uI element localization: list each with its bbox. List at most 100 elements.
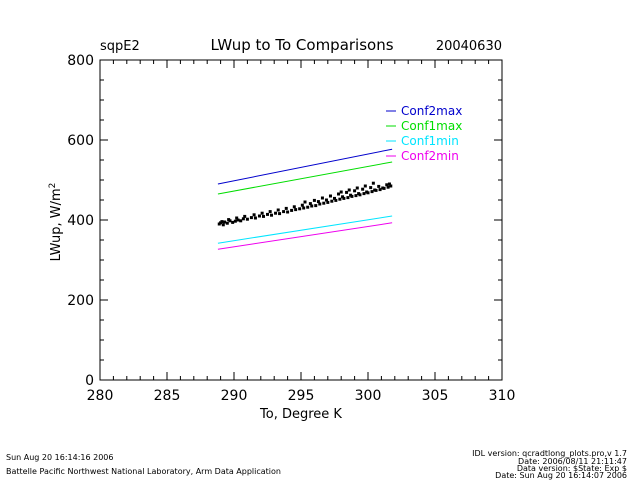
data-point — [266, 212, 269, 216]
data-point — [347, 188, 351, 192]
x-tick-label: 305 — [422, 388, 449, 404]
data-point — [290, 208, 294, 212]
data-point — [270, 213, 274, 217]
footer-data-version: Data version: $State: Exp $ — [517, 464, 627, 473]
data-point — [252, 213, 256, 217]
y-tick-label: 0 — [85, 373, 94, 389]
observed-points — [217, 181, 393, 227]
site-label: sqpE2 — [100, 39, 140, 54]
data-point — [378, 188, 382, 192]
data-point — [318, 202, 322, 206]
data-point — [310, 204, 314, 208]
data-point — [227, 218, 231, 222]
y-tick-label: 400 — [67, 213, 94, 229]
data-point — [284, 206, 288, 210]
data-point — [302, 206, 306, 210]
axes: 280 285 290 295 300 305 310 0 200 400 600 800 — [67, 53, 515, 404]
data-point — [282, 210, 286, 214]
data-point — [294, 208, 298, 212]
data-point — [370, 190, 374, 194]
data-point — [354, 194, 358, 198]
data-point — [257, 214, 261, 218]
data-point — [320, 196, 324, 200]
data-point — [312, 198, 316, 202]
data-point — [346, 196, 350, 200]
y-axis-label-group: LWup, W/m2 — [48, 183, 64, 262]
y-tick-label: 600 — [67, 133, 94, 149]
data-point — [306, 205, 310, 209]
data-point — [342, 196, 346, 200]
data-point — [330, 199, 334, 203]
legend-label-conf1min: Conf1min — [401, 134, 459, 148]
confidence-lines — [217, 148, 393, 250]
data-point — [334, 198, 338, 202]
x-tick-label: 310 — [489, 388, 516, 404]
data-point — [225, 221, 229, 225]
data-point — [373, 188, 377, 192]
legend-label-conf2max: Conf2max — [401, 104, 462, 118]
data-point — [365, 190, 369, 194]
data-point — [362, 192, 366, 196]
chart-title: LWup to To Comparisons — [210, 36, 393, 54]
data-point — [278, 212, 282, 216]
x-tick-label: 300 — [355, 388, 382, 404]
data-point — [357, 192, 361, 196]
line-conf1min — [217, 215, 393, 244]
data-point — [303, 200, 307, 204]
data-point — [233, 219, 237, 223]
data-point — [241, 217, 245, 221]
data-point — [361, 187, 365, 191]
data-point — [300, 203, 304, 207]
data-point — [245, 217, 249, 221]
data-point — [298, 207, 302, 211]
data-point — [345, 190, 349, 194]
data-point — [349, 193, 353, 197]
data-point — [326, 200, 330, 204]
legend-label-conf2min: Conf2min — [401, 149, 459, 163]
y-axis-label: LWup, W/m2 — [48, 183, 64, 262]
line-conf2min — [217, 222, 393, 250]
data-point — [324, 198, 328, 202]
data-point — [355, 186, 359, 190]
data-point — [308, 202, 312, 206]
data-point — [268, 210, 272, 214]
y-axis-label-text: LWup, W/m — [49, 188, 64, 261]
data-point — [322, 201, 326, 205]
data-point — [231, 220, 235, 224]
data-point — [249, 216, 253, 220]
data-point — [220, 220, 224, 224]
data-point — [385, 183, 389, 187]
x-axis-label: To, Degree K — [259, 407, 342, 422]
data-point — [386, 185, 390, 189]
y-axis-label-superscript: 2 — [48, 183, 58, 189]
y-tick-label: 200 — [67, 293, 94, 309]
data-point — [239, 219, 243, 223]
data-point — [328, 194, 332, 198]
footer-idl-version: IDL version: qcradtlong_plots.pro,v 1.7 — [472, 449, 627, 458]
data-point — [221, 223, 225, 227]
data-point — [333, 196, 336, 200]
data-point — [381, 186, 385, 190]
data-point — [338, 197, 342, 201]
data-point — [389, 184, 393, 188]
data-point — [377, 184, 381, 188]
data-point — [235, 216, 239, 220]
data-point — [341, 195, 345, 199]
data-point — [223, 220, 227, 224]
line-conf1max — [217, 161, 393, 195]
data-point — [243, 214, 247, 218]
data-point — [261, 214, 265, 218]
date-label: 20040630 — [436, 39, 502, 54]
data-point — [253, 216, 257, 220]
legend-label-conf1max: Conf1max — [401, 119, 462, 133]
data-point — [260, 211, 264, 215]
x-tick-label: 285 — [154, 388, 181, 404]
data-point — [337, 192, 341, 196]
data-point — [353, 189, 357, 193]
x-tick-label: 280 — [87, 388, 114, 404]
y-tick-label: 800 — [67, 53, 94, 69]
data-point — [339, 190, 343, 194]
data-point — [314, 204, 318, 208]
data-point — [316, 200, 320, 204]
